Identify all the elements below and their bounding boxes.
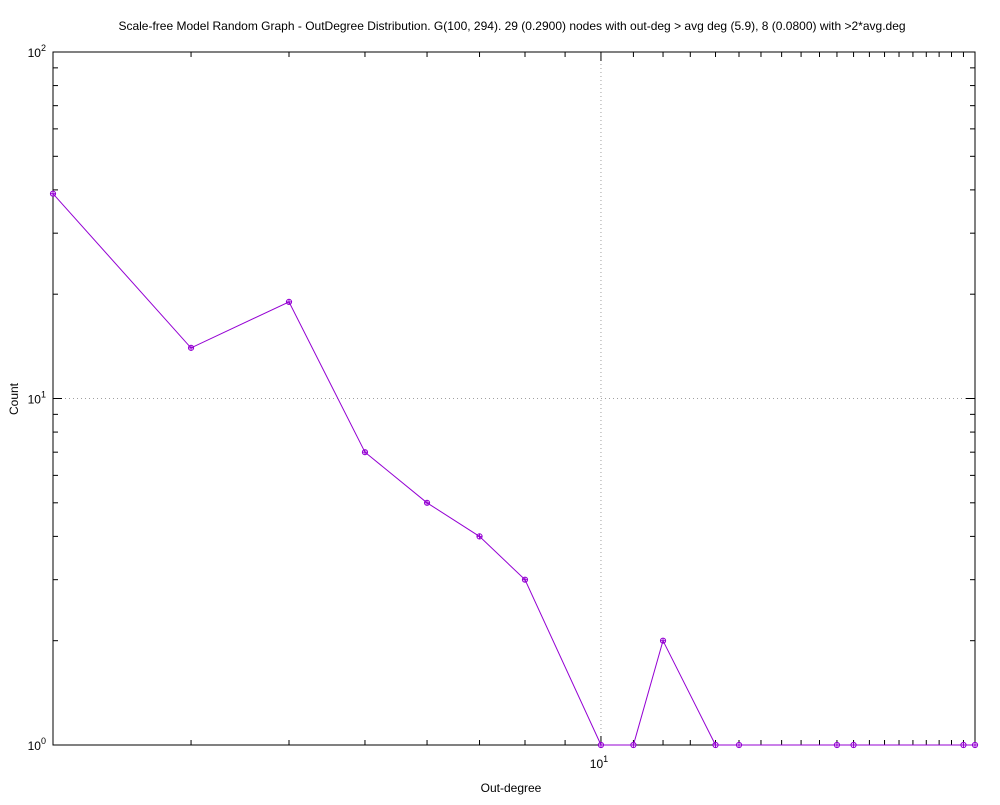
tick-labels: 101 100 101 102 (28, 43, 609, 771)
data-point (971, 741, 979, 749)
data-point (49, 190, 57, 197)
data-point (712, 741, 719, 749)
data-point (285, 298, 293, 306)
data-series (49, 190, 979, 749)
data-point (659, 637, 667, 644)
data-point (735, 741, 743, 749)
data-point (187, 344, 195, 351)
plot-frame (52, 51, 976, 746)
data-point (597, 741, 605, 749)
x-axis-label: Out-degree (481, 781, 542, 795)
y-tick-label: 101 (28, 390, 46, 407)
data-point (476, 533, 483, 540)
data-point (630, 741, 637, 749)
data-point (833, 741, 841, 749)
chart-title: Scale-free Model Random Graph - OutDegre… (118, 19, 905, 33)
series-line (52, 193, 975, 746)
data-point (960, 741, 967, 749)
data-point (521, 576, 529, 583)
y-axis-label: Count (7, 382, 21, 415)
data-point (850, 741, 857, 749)
x-tick-label: 101 (590, 754, 608, 771)
data-point (361, 449, 369, 456)
y-tick-label: 100 (28, 736, 46, 753)
data-point (423, 499, 431, 506)
grid-lines (53, 52, 975, 745)
y-tick-label: 102 (28, 43, 46, 60)
